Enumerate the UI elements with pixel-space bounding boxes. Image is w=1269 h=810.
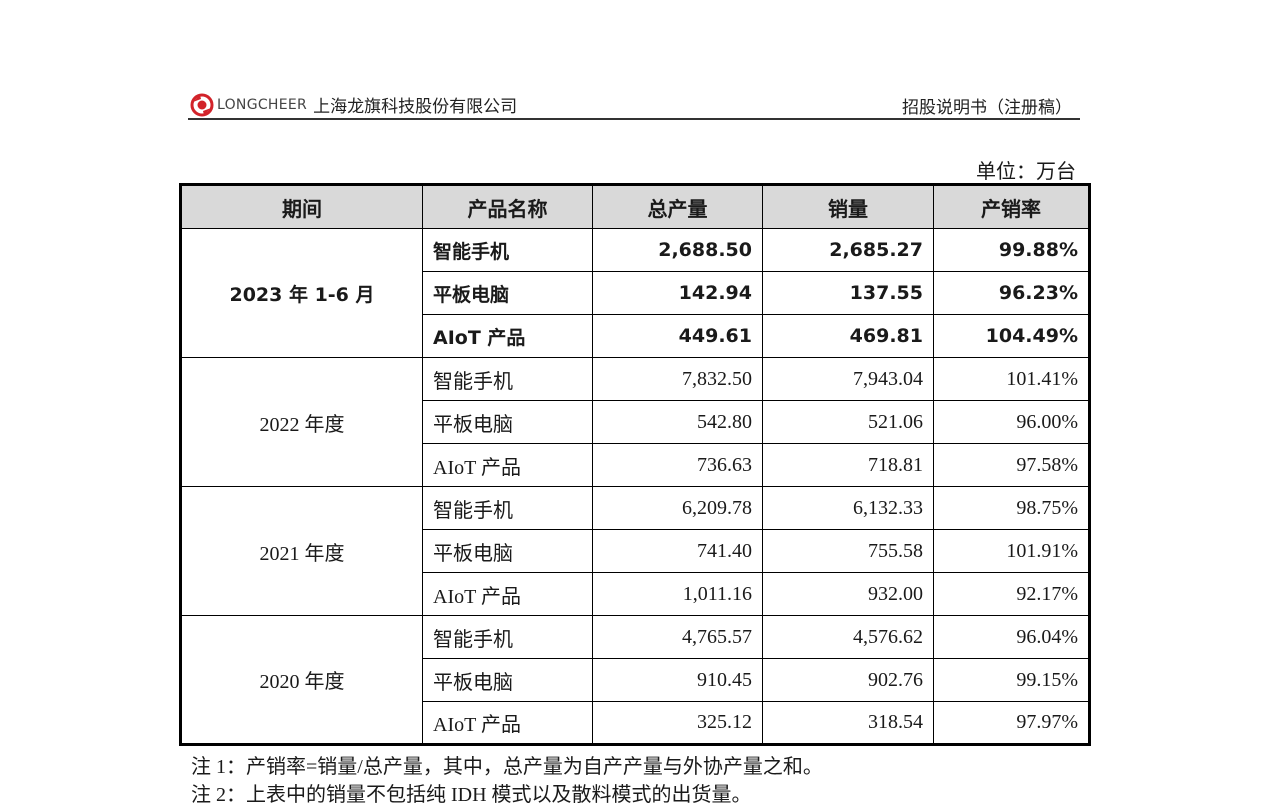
sales-cell: 932.00 (762, 572, 934, 616)
unit-label: 单位：万台 (976, 161, 1076, 183)
period-cell: 2022 年度 (180, 357, 423, 487)
product-cell: 智能手机 (422, 615, 593, 659)
output-cell: 4,765.57 (592, 615, 763, 659)
rate-cell: 99.88% (933, 228, 1090, 272)
rate-cell: 97.97% (933, 701, 1090, 745)
product-cell: 平板电脑 (422, 658, 593, 702)
column-header: 销量 (762, 184, 934, 229)
rate-cell: 96.00% (933, 400, 1090, 444)
table-row: 2023 年 1-6 月智能手机 2,688.50 2,685.27 99.88% (180, 228, 1090, 358)
sales-cell: 7,943.04 (762, 357, 934, 401)
product-cell: 智能手机 (422, 228, 593, 272)
rate-cell: 96.23% (933, 271, 1090, 315)
product-cell: AIoT 产品 (422, 443, 593, 487)
table-row: 平板电脑 741.40 755.58 101.91% (181, 529, 1090, 573)
sales-cell: 469.81 (762, 314, 934, 358)
production-sales-table: 期间 产品名称 总产量 销量 产销率 2023 年 1-6 月智能手机 2,688… (179, 183, 1091, 746)
output-cell: 2,688.50 (592, 228, 763, 272)
column-header: 产销率 (933, 184, 1090, 229)
table-row: AIoT 产品 449.61 469.81 104.49% (181, 314, 1090, 358)
rate-cell: 99.15% (933, 658, 1090, 702)
table-header-row: 期间 产品名称 总产量 销量 产销率 (180, 184, 1090, 229)
output-cell: 449.61 (592, 314, 763, 358)
table-row: 平板电脑 542.80 521.06 96.00% (181, 400, 1090, 444)
rate-cell: 97.58% (933, 443, 1090, 487)
product-cell: 平板电脑 (422, 400, 593, 444)
table-row: AIoT 产品 736.63 718.81 97.58% (181, 443, 1090, 487)
table-row: AIoT 产品 325.12 318.54 97.97% (181, 701, 1090, 745)
company-name: 上海龙旗科技股份有限公司 (313, 97, 518, 116)
sales-cell: 755.58 (762, 529, 934, 573)
sales-cell: 2,685.27 (762, 228, 934, 272)
output-cell: 910.45 (592, 658, 763, 702)
output-cell: 7,832.50 (592, 357, 763, 401)
product-cell: 平板电脑 (422, 529, 593, 573)
output-cell: 741.40 (592, 529, 763, 573)
rate-cell: 92.17% (933, 572, 1090, 616)
note-1: 注 1：产销率=销量/总产量，其中，总产量为自产产量与外协产量之和。 (191, 756, 823, 778)
output-cell: 542.80 (592, 400, 763, 444)
rate-cell: 101.91% (933, 529, 1090, 573)
output-cell: 325.12 (592, 701, 763, 745)
column-header: 期间 (180, 184, 423, 229)
table-row: 2021 年度 智能手机 6,209.78 6,132.33 98.75% (180, 486, 1090, 616)
rate-cell: 98.75% (933, 486, 1090, 530)
sales-cell: 6,132.33 (762, 486, 934, 530)
table-row: 2022 年度 智能手机 7,832.50 7,943.04 101.41% (180, 357, 1090, 487)
output-cell: 736.63 (592, 443, 763, 487)
product-cell: 平板电脑 (422, 271, 593, 315)
sales-cell: 318.54 (762, 701, 934, 745)
table-row: 平板电脑 142.94 137.55 96.23% (181, 271, 1090, 315)
period-cell: 2021 年度 (180, 486, 423, 616)
product-cell: AIoT 产品 (422, 701, 593, 745)
table-row: 平板电脑 910.45 902.76 99.15% (181, 658, 1090, 702)
rate-cell: 101.41% (933, 357, 1090, 401)
sales-cell: 718.81 (762, 443, 934, 487)
rate-cell: 96.04% (933, 615, 1090, 659)
note-2: 注 2：上表中的销量不包括纯 IDH 模式以及散料模式的出货量。 (191, 784, 752, 806)
sales-cell: 4,576.62 (762, 615, 934, 659)
sales-cell: 902.76 (762, 658, 934, 702)
column-header: 总产量 (592, 184, 763, 229)
table-row: AIoT 产品 1,011.16 932.00 92.17% (181, 572, 1090, 616)
logo-text: LONGCHEER (217, 96, 308, 113)
product-cell: AIoT 产品 (422, 314, 593, 358)
product-cell: 智能手机 (422, 357, 593, 401)
period-cell: 2023 年 1-6 月 (180, 228, 423, 358)
company-logo: LONGCHEER 上海龙旗科技股份有限公司 (190, 92, 517, 117)
output-cell: 6,209.78 (592, 486, 763, 530)
page-header: LONGCHEER 上海龙旗科技股份有限公司 招股说明书（注册稿） (188, 88, 1080, 120)
table-notes: 注 1：产销率=销量/总产量，其中，总产量为自产产量与外协产量之和。 注 2：上… (191, 753, 823, 809)
rate-cell: 104.49% (933, 314, 1090, 358)
column-header: 产品名称 (422, 184, 593, 229)
sales-cell: 137.55 (762, 271, 934, 315)
product-cell: AIoT 产品 (422, 572, 593, 616)
period-cell: 2020 年度 (180, 615, 423, 745)
sales-cell: 521.06 (762, 400, 934, 444)
document-title: 招股说明书（注册稿） (902, 98, 1072, 117)
table-row: 2020 年度 智能手机 4,765.57 4,576.62 96.04% (180, 615, 1090, 745)
output-cell: 1,011.16 (592, 572, 763, 616)
longcheer-logo-icon (190, 93, 214, 116)
product-cell: 智能手机 (422, 486, 593, 530)
output-cell: 142.94 (592, 271, 763, 315)
